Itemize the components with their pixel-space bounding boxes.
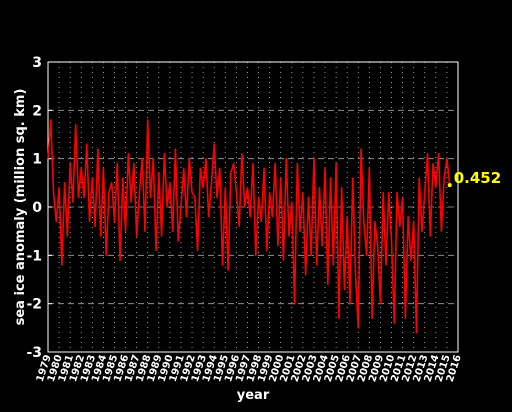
y-tick-label: 1 [32, 152, 42, 168]
y-tick-label: -2 [26, 297, 42, 313]
x-axis-ticks: 1979198019811982198319841985198619871988… [35, 353, 464, 383]
series-line-0 [47, 119, 451, 334]
series-layer [47, 119, 451, 334]
y-tick-label: -1 [26, 248, 42, 264]
y-tick-label: 0 [32, 200, 42, 216]
y-axis-title: sea ice anomaly (million sq. km) [13, 89, 28, 326]
y-tick-label: 2 [32, 103, 42, 119]
y-tick-label: 3 [32, 55, 42, 71]
y-tick-label: -3 [26, 345, 42, 361]
annotation-marker [447, 183, 452, 188]
x-axis-title: year [237, 388, 270, 403]
y-axis-ticks: 3 2 1 0 -1 -2 -3 [26, 55, 52, 361]
annotation-value: 0.452 [454, 169, 501, 187]
